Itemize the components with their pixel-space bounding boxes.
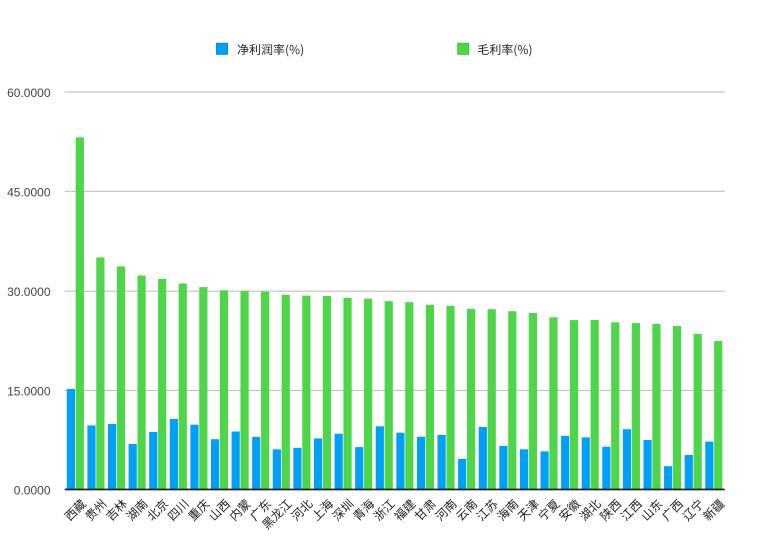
svg-text:30.0000: 30.0000 xyxy=(7,285,51,299)
svg-text:45.0000: 45.0000 xyxy=(7,185,51,199)
svg-text:0.0000: 0.0000 xyxy=(14,484,51,498)
svg-text:60.0000: 60.0000 xyxy=(7,86,51,100)
svg-text:15.0000: 15.0000 xyxy=(7,385,51,399)
